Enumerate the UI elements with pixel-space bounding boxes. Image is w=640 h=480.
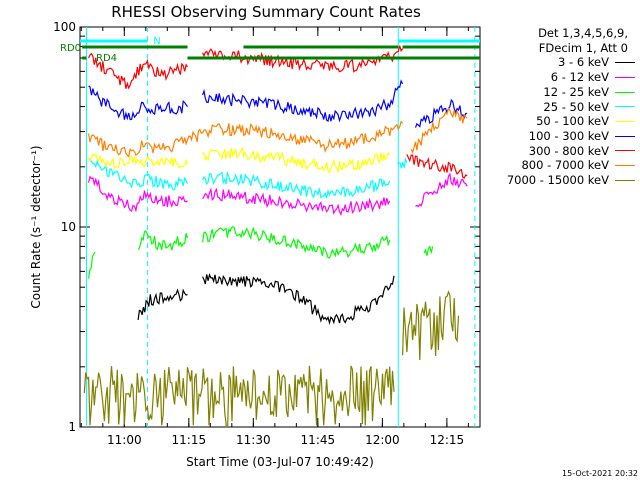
legend-label: 12 - 25 keV [543, 84, 609, 99]
series-line-4 [88, 158, 189, 191]
legend-entry: 800 - 7000 keV [478, 158, 638, 173]
series-line-7 [202, 45, 404, 73]
legend-swatch [615, 91, 635, 93]
x-tick-label: 11:15 [172, 433, 207, 447]
y-tick-label: 10 [61, 220, 76, 234]
annotation-rd0: RD0 [60, 43, 81, 54]
x-tick-label: 12:00 [365, 433, 400, 447]
x-tick-label: 11:00 [107, 433, 142, 447]
legend-entry: 7000 - 15000 keV [478, 173, 638, 188]
legend-label: 25 - 50 keV [543, 99, 609, 114]
legend-swatch [615, 150, 635, 152]
legend-entry: 3 - 6 keV [478, 55, 638, 70]
series-line-3 [137, 230, 189, 251]
series-line-4 [396, 157, 408, 169]
series-line-6 [88, 85, 188, 121]
series-line-7 [88, 52, 189, 90]
series-line-1 [202, 272, 395, 326]
legend-swatch [615, 62, 635, 64]
timestamp: 15-Oct-2021 20:32 [562, 469, 638, 478]
series-line-7 [406, 154, 468, 179]
series-line-3 [423, 245, 434, 256]
legend-label: 6 - 12 keV [550, 70, 609, 85]
series-line-8 [88, 120, 404, 158]
legend-label: 800 - 7000 keV [521, 158, 609, 173]
series-line-1 [137, 288, 188, 320]
x-tick-label: 12:15 [430, 433, 465, 447]
legend-label: 300 - 800 keV [528, 143, 609, 158]
legend-header-2: FDecim 1, Att 0 [538, 40, 628, 55]
series-line-2 [415, 172, 468, 208]
legend-swatch [615, 76, 635, 78]
series-line-2 [202, 187, 391, 217]
series-line-3 [202, 225, 391, 259]
series-line-9 [402, 290, 460, 361]
legend-entry: 6 - 12 keV [478, 70, 638, 85]
legend-swatch [615, 106, 635, 108]
annotation-rd4: RD4 [96, 53, 117, 64]
x-tick-label: 11:30 [236, 433, 271, 447]
series-line-6 [414, 98, 468, 128]
y-tick-label: 1 [68, 420, 76, 434]
legend-swatch [615, 179, 635, 181]
series-line-8 [410, 107, 468, 155]
legend-entry: 50 - 100 keV [478, 114, 638, 129]
y-axis-label: Count Rate (s⁻¹ detector⁻¹) [29, 145, 43, 308]
legend-swatch [615, 165, 635, 167]
series-line-4 [202, 170, 391, 199]
series-line-5 [88, 153, 189, 170]
x-axis-label: Start Time (03-Jul-07 10:49:42) [186, 455, 374, 469]
series-line-9 [83, 365, 395, 426]
annotation-n: N [153, 36, 160, 47]
series-line-3 [88, 251, 96, 279]
series-line-5 [202, 146, 391, 174]
chart-title: RHESSI Observing Summary Count Rates [111, 3, 421, 21]
series-line-2 [88, 175, 188, 213]
legend-label: 50 - 100 keV [536, 114, 609, 129]
legend-label: 3 - 6 keV [558, 55, 609, 70]
series-line-6 [202, 79, 404, 123]
legend-entry: 12 - 25 keV [478, 85, 638, 100]
legend-entry: 300 - 800 keV [478, 144, 638, 159]
legend-entry: 100 - 300 keV [478, 129, 638, 144]
plot-frame [79, 26, 481, 428]
legend-header-1: Det 1,3,4,5,6,9, [538, 26, 628, 40]
legend-label: 7000 - 15000 keV [506, 173, 609, 188]
legend-entry: 25 - 50 keV [478, 100, 638, 115]
y-tick-label: 100 [53, 20, 76, 34]
x-tick-label: 11:45 [301, 433, 336, 447]
legend-label: 100 - 300 keV [528, 128, 609, 143]
legend-swatch [615, 135, 635, 137]
legend-swatch [615, 121, 635, 123]
legend: Det 1,3,4,5,6,9, FDecim 1, Att 0 3 - 6 k… [478, 26, 638, 188]
